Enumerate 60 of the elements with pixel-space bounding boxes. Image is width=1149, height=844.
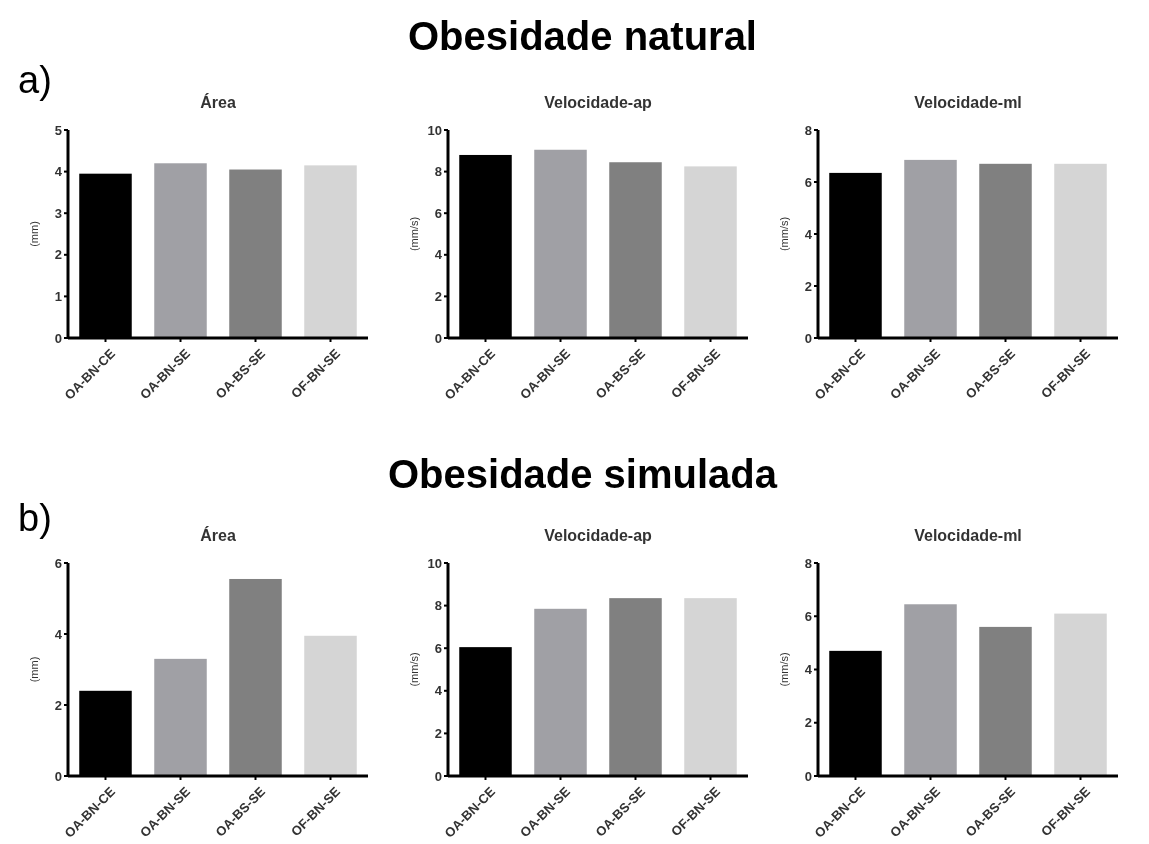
y-axis-title: (mm) <box>28 656 40 683</box>
y-tick-label: 10 <box>427 555 442 571</box>
y-tick-label: 0 <box>434 768 442 784</box>
y-axis-title: (mm/s) <box>778 652 790 687</box>
chart-title: Área <box>200 93 236 111</box>
y-tick-label: 3 <box>54 205 62 221</box>
y-tick-label: 2 <box>804 715 812 731</box>
y-tick-label: 1 <box>54 288 62 304</box>
y-axis-title: (mm) <box>28 221 40 247</box>
text: Obesidade simulada <box>387 452 778 496</box>
y-tick-label: 8 <box>804 555 812 571</box>
y-tick-label: 10 <box>427 122 442 138</box>
text: Obesidade natural <box>408 14 757 58</box>
y-tick-label: 4 <box>54 626 63 642</box>
y-axis-title: (mm/s) <box>778 216 790 252</box>
text: b) <box>18 497 52 539</box>
bar <box>684 598 737 776</box>
bar <box>904 604 957 776</box>
y-tick-label: 5 <box>54 122 62 138</box>
y-tick-label: 4 <box>804 226 813 242</box>
bar <box>904 159 957 338</box>
y-tick-label: 0 <box>54 768 62 784</box>
chart-title: Velocidade-ml <box>914 94 1022 111</box>
y-tick-label: 0 <box>54 330 62 346</box>
y-tick-label: 6 <box>54 555 62 571</box>
y-tick-label: 8 <box>434 598 442 614</box>
y-tick-label: 6 <box>804 174 812 190</box>
y-tick-label: 4 <box>804 662 813 678</box>
y-tick-label: 0 <box>434 330 442 346</box>
y-tick-label: 2 <box>54 697 62 713</box>
chart-title: Velocidade-ap <box>544 94 653 111</box>
bar <box>1054 613 1107 776</box>
bar <box>609 598 662 776</box>
chart-title: Velocidade-ap <box>544 527 653 544</box>
bar <box>154 658 207 776</box>
bar <box>229 578 282 776</box>
bar <box>1054 163 1107 338</box>
chart-title: Velocidade-ml <box>914 527 1022 544</box>
bar <box>534 608 587 776</box>
text: a) <box>18 59 52 101</box>
y-axis-title: (mm/s) <box>408 216 420 252</box>
y-tick-label: 6 <box>804 608 812 624</box>
bar <box>304 635 357 776</box>
y-tick-label: 4 <box>434 683 443 699</box>
y-tick-label: 2 <box>434 725 442 741</box>
y-tick-label: 4 <box>54 164 63 180</box>
bar <box>979 163 1032 338</box>
y-tick-label: 6 <box>434 640 442 656</box>
y-tick-label: 2 <box>54 247 62 263</box>
y-tick-label: 6 <box>434 205 442 221</box>
bar <box>979 626 1032 776</box>
y-tick-label: 4 <box>434 247 443 263</box>
y-tick-label: 8 <box>434 164 442 180</box>
y-axis-title: (mm/s) <box>408 652 420 687</box>
chart-title: Área <box>200 526 236 544</box>
y-tick-label: 2 <box>804 278 812 294</box>
y-tick-label: 8 <box>804 122 812 138</box>
y-tick-label: 2 <box>434 288 442 304</box>
y-tick-label: 0 <box>804 768 812 784</box>
y-tick-label: 0 <box>804 330 812 346</box>
